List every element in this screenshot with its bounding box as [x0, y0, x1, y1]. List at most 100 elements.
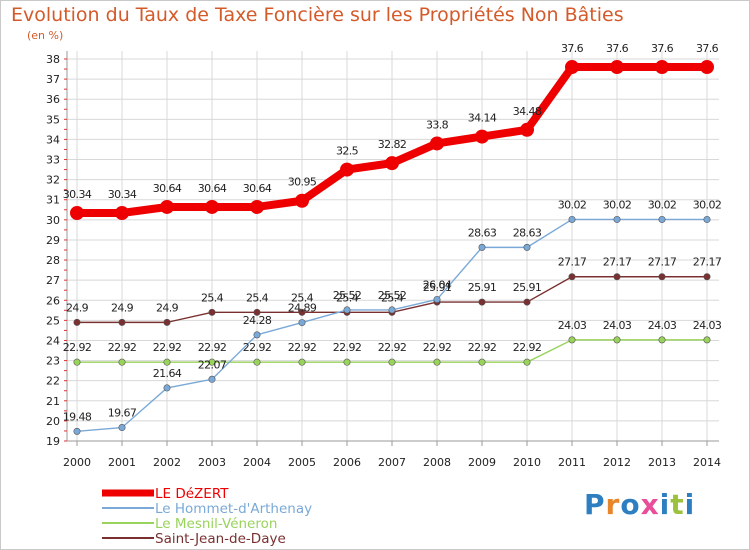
y-tick-label: 24 — [46, 334, 60, 347]
data-point — [118, 318, 126, 326]
data-point — [163, 384, 171, 392]
y-tick-label: 22 — [46, 375, 60, 388]
data-label: 30.34 — [108, 188, 137, 201]
x-tick-label: 2001 — [108, 456, 136, 469]
data-point — [160, 199, 174, 214]
data-point — [475, 129, 489, 144]
data-point — [340, 162, 354, 177]
data-point — [610, 60, 624, 75]
data-label: 32.5 — [336, 145, 359, 158]
y-tick-label: 23 — [46, 355, 60, 368]
y-tick-label: 28 — [46, 254, 60, 267]
data-point — [253, 358, 261, 366]
data-label: 30.64 — [153, 182, 182, 195]
y-tick-label: 33 — [46, 154, 60, 167]
data-label: 30.64 — [198, 182, 227, 195]
data-label: 24.03 — [693, 319, 722, 332]
data-label: 24.28 — [243, 314, 272, 327]
y-tick-label: 20 — [46, 415, 60, 428]
x-tick-label: 2010 — [513, 456, 541, 469]
logo-letter: t — [670, 488, 685, 521]
y-tick-label: 30 — [46, 214, 60, 227]
data-point — [250, 199, 264, 214]
data-label: 25.4 — [246, 291, 269, 304]
data-point — [253, 331, 261, 339]
data-point — [73, 318, 81, 326]
data-point — [73, 427, 81, 435]
data-label: 30.02 — [603, 198, 632, 211]
x-tick-label: 2011 — [558, 456, 586, 469]
data-point — [568, 273, 576, 281]
data-label: 21.64 — [153, 367, 182, 380]
data-label: 30.02 — [558, 198, 587, 211]
data-label: 25.91 — [468, 281, 497, 294]
data-label: 22.92 — [513, 341, 542, 354]
data-label: 34.48 — [513, 105, 542, 118]
data-label: 30.95 — [288, 176, 317, 189]
data-point — [478, 243, 486, 251]
y-tick-label: 31 — [46, 194, 60, 207]
x-tick-label: 2000 — [63, 456, 91, 469]
chart-title: Evolution du Taux de Taxe Foncière sur l… — [11, 4, 624, 26]
data-label: 37.6 — [696, 42, 719, 55]
x-tick-label: 2007 — [378, 456, 406, 469]
data-label: 37.6 — [651, 42, 674, 55]
data-point — [388, 358, 396, 366]
data-point — [73, 358, 81, 366]
data-point — [658, 273, 666, 281]
data-point — [523, 298, 531, 306]
data-label: 24.03 — [603, 319, 632, 332]
data-point — [703, 336, 711, 344]
data-label: 30.34 — [63, 188, 92, 201]
data-label: 27.17 — [558, 256, 587, 269]
data-point — [298, 319, 306, 327]
data-point — [343, 306, 351, 314]
data-label: 25.4 — [381, 291, 404, 304]
logo-letter: i — [659, 488, 671, 521]
data-point — [118, 358, 126, 366]
y-tick-label: 19 — [46, 435, 60, 448]
data-point — [118, 424, 126, 432]
data-point — [205, 199, 219, 214]
y-tick-label: 26 — [46, 294, 60, 307]
y-tick-label: 29 — [46, 234, 60, 247]
data-label: 26.04 — [423, 278, 452, 291]
data-label: 25.52 — [378, 289, 407, 302]
data-label: 22.92 — [468, 341, 497, 354]
data-point — [298, 358, 306, 366]
data-point — [208, 308, 216, 316]
data-point — [388, 306, 396, 314]
data-label: 24.9 — [66, 301, 89, 314]
x-tick-label: 2013 — [648, 456, 676, 469]
data-label: 22.92 — [108, 341, 137, 354]
plot-area — [67, 51, 719, 441]
y-tick-label: 32 — [46, 174, 60, 187]
data-label: 32.82 — [378, 138, 407, 151]
data-label: 22.92 — [153, 341, 182, 354]
data-point — [163, 318, 171, 326]
data-label: 22.92 — [333, 341, 362, 354]
y-tick-label: 27 — [46, 274, 60, 287]
data-label: 30.64 — [243, 182, 272, 195]
data-label: 25.4 — [201, 291, 224, 304]
y-tick-label: 21 — [46, 395, 60, 408]
data-point — [253, 308, 261, 316]
data-label: 19.67 — [108, 407, 137, 420]
logo-letter: P — [584, 488, 606, 521]
data-point — [163, 358, 171, 366]
data-label: 24.03 — [558, 319, 587, 332]
data-label: 34.14 — [468, 112, 497, 125]
data-label: 25.52 — [333, 289, 362, 302]
y-tick-label: 35 — [46, 113, 60, 126]
data-point — [523, 243, 531, 251]
data-label: 37.6 — [561, 42, 584, 55]
x-tick-label: 2003 — [198, 456, 226, 469]
x-tick-label: 2004 — [243, 456, 271, 469]
y-tick-label: 25 — [46, 314, 60, 327]
data-point — [385, 156, 399, 171]
x-tick-label: 2006 — [333, 456, 361, 469]
x-tick-label: 2009 — [468, 456, 496, 469]
x-tick-label: 2005 — [288, 456, 316, 469]
data-point — [700, 60, 714, 75]
